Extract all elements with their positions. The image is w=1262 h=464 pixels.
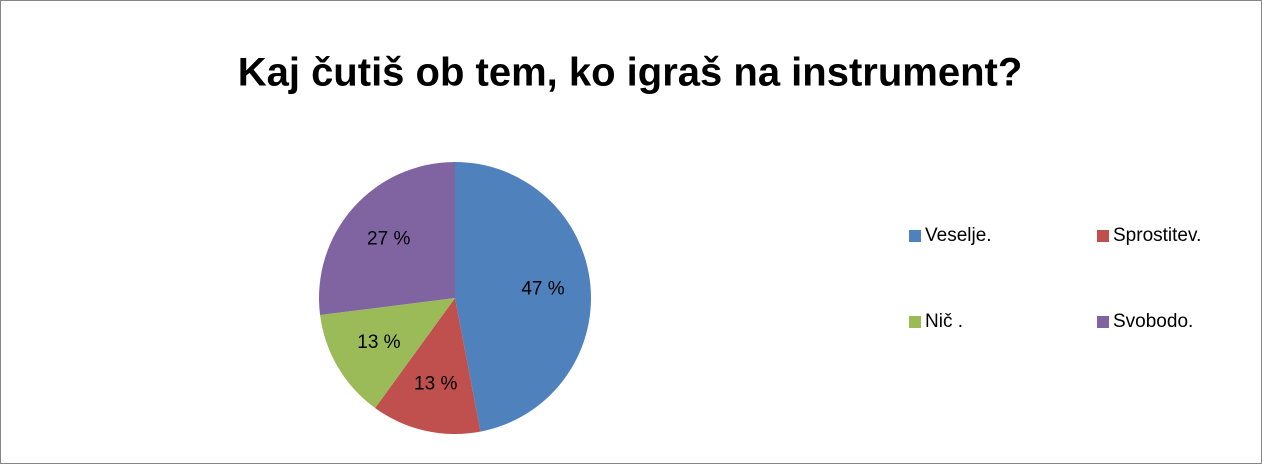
pie-slice	[455, 161, 591, 432]
legend-swatch	[1097, 230, 1109, 242]
data-label: 13 %	[414, 373, 457, 394]
legend-swatch	[909, 316, 921, 328]
data-label: 27 %	[367, 229, 410, 250]
legend-label: Sprostitev.	[1113, 225, 1201, 246]
legend-swatch	[909, 230, 921, 242]
pie-slice	[375, 298, 481, 434]
legend-label: Veselje.	[925, 225, 992, 246]
legend-swatch	[1097, 316, 1109, 328]
pie-slice	[318, 162, 455, 316]
data-label: 47 %	[521, 279, 564, 300]
legend-label: Svobodo.	[1113, 311, 1193, 332]
chart-title: Kaj čutiš ob tem, ko igraš na instrument…	[238, 51, 1023, 95]
pie-slice	[320, 298, 455, 409]
data-label: 13 %	[357, 332, 400, 353]
legend-label: Nič .	[925, 311, 963, 332]
